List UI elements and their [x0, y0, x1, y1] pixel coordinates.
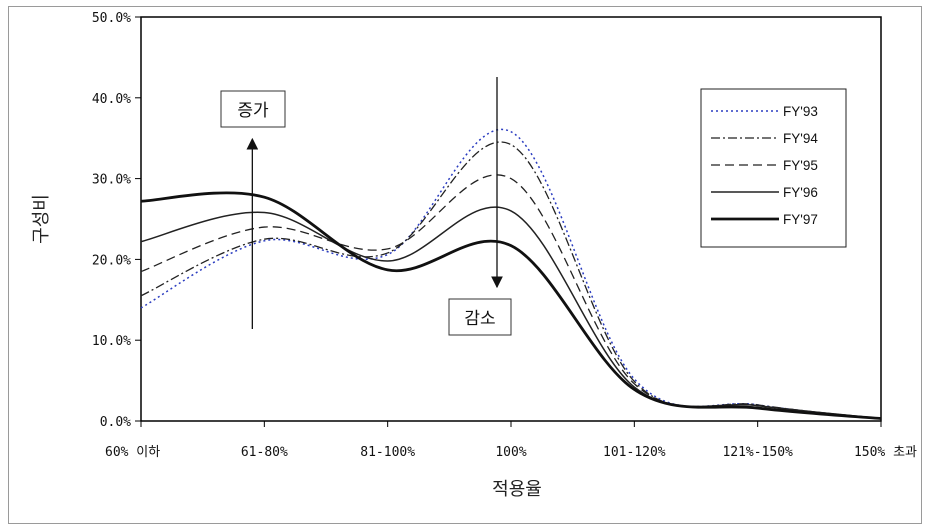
- x-tick-label: 100%: [495, 445, 526, 460]
- y-tick-label: 0.0%: [100, 415, 131, 430]
- x-axis-title: 적용율: [492, 479, 542, 500]
- x-tick-label: 150% 초과: [854, 445, 917, 460]
- increase-label: 증가: [237, 101, 269, 121]
- increase-box: [220, 90, 286, 128]
- decrease-label: 감소: [464, 309, 495, 329]
- legend-label-4: FY'97: [783, 212, 818, 227]
- y-tick-label: 10.0%: [92, 334, 131, 349]
- line-chart: 0.0% 10.0% 20.0% 30.0% 40.0% 50.0% 60% 이하 61-80…: [31, 11, 917, 500]
- y-tick-label: 40.0%: [92, 92, 131, 107]
- series-line-4: [140, 191, 882, 420]
- chart-frame: 0.0% 10.0% 20.0% 30.0% 40.0% 50.0% 60% 이하 61-80…: [8, 6, 922, 524]
- x-tick-label: 101-120%: [603, 445, 666, 460]
- y-tick-label: 50.0%: [92, 11, 131, 26]
- y-axis-title: 구성비: [31, 194, 52, 244]
- y-tick-label: 30.0%: [92, 173, 131, 188]
- series-line-3: [140, 206, 882, 420]
- y-tick-label: 20.0%: [92, 253, 131, 268]
- x-tick-label: 81-100%: [360, 445, 415, 460]
- x-tick-label: 61-80%: [241, 445, 288, 460]
- legend-label-0: FY'93: [783, 104, 818, 119]
- legend-box: [700, 88, 847, 248]
- x-tick-label: 60% 이하: [105, 445, 160, 460]
- series-line-1: [140, 141, 882, 420]
- legend-label-3: FY'96: [783, 185, 818, 200]
- legend-label-1: FY'94: [783, 131, 818, 146]
- decrease-box: [448, 298, 512, 336]
- legend-label-2: FY'95: [783, 158, 818, 173]
- x-tick-label: 121%-150%: [722, 445, 793, 460]
